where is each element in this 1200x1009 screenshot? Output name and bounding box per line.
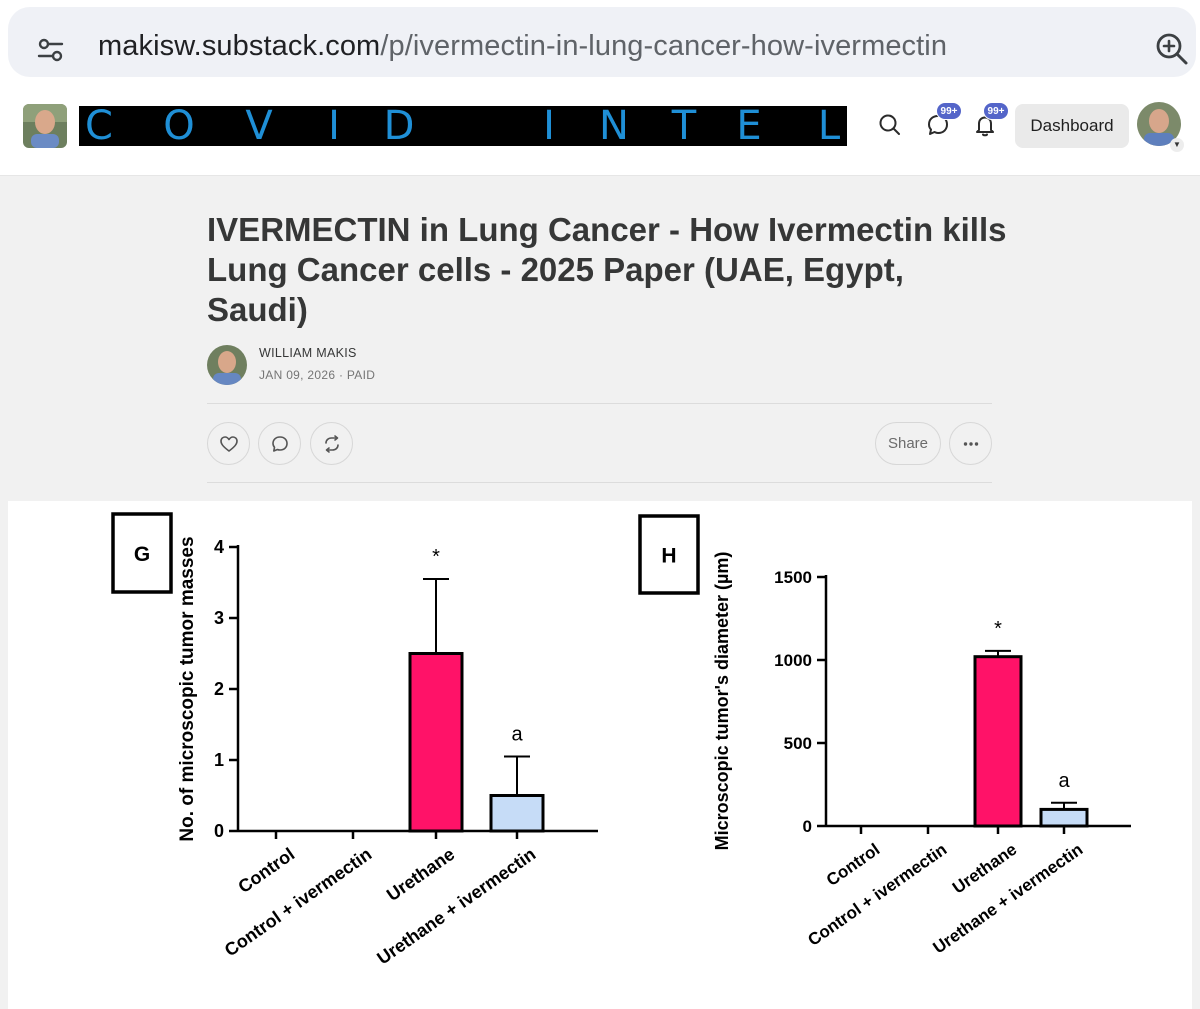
y-tick-label: 1 bbox=[214, 750, 224, 770]
logo-letter: I bbox=[328, 106, 340, 146]
figure-image: G 0 1 2 3 4 No. of microscopic tumor masses Con… bbox=[8, 501, 1192, 1009]
publication-avatar[interactable] bbox=[23, 104, 67, 148]
divider bbox=[207, 482, 992, 483]
y-tick-label: 0 bbox=[214, 821, 224, 841]
logo-letter: O bbox=[163, 106, 194, 146]
author-name[interactable]: WILLIAM MAKIS bbox=[259, 346, 357, 360]
logo-letter: T bbox=[671, 106, 697, 146]
logo-letter: E bbox=[736, 106, 761, 146]
logo-letter: I bbox=[543, 106, 555, 146]
user-avatar[interactable] bbox=[1137, 102, 1181, 146]
y-tick-label: 1000 bbox=[774, 651, 812, 670]
comment-button[interactable] bbox=[258, 422, 301, 465]
y-tick-label: 3 bbox=[214, 608, 224, 628]
x-tick-label: Control + ivermectin bbox=[221, 844, 375, 960]
more-horizontal-icon bbox=[963, 442, 979, 446]
author-avatar[interactable] bbox=[207, 345, 247, 385]
search-icon[interactable] bbox=[875, 110, 905, 140]
x-tick-label: Urethane bbox=[383, 844, 458, 905]
like-button[interactable] bbox=[207, 422, 250, 465]
significance-label: * bbox=[994, 618, 1002, 640]
y-axis-label: Microscopic tumor's diameter (µm) bbox=[712, 552, 732, 851]
bar-charts: G 0 1 2 3 4 No. of microscopic tumor masses Con… bbox=[111, 512, 1131, 969]
notifications-badge: 99+ bbox=[983, 102, 1009, 120]
y-tick-label: 4 bbox=[214, 537, 224, 557]
divider bbox=[207, 403, 992, 404]
post-title: IVERMECTIN in Lung Cancer - How Ivermect… bbox=[207, 211, 1007, 328]
x-tick-label: Urethane + ivermectin bbox=[373, 844, 539, 969]
restack-button[interactable] bbox=[310, 422, 353, 465]
url-text[interactable]: makisw.substack.com/p/ivermectin-in-lung… bbox=[98, 30, 947, 63]
chat-bubble-icon bbox=[928, 115, 948, 135]
more-button[interactable] bbox=[949, 422, 992, 465]
y-tick-label: 500 bbox=[784, 734, 812, 753]
chat-button[interactable]: 99+ bbox=[923, 102, 962, 140]
logo-letter: V bbox=[245, 106, 273, 146]
bar bbox=[973, 655, 1023, 828]
bar bbox=[1039, 807, 1089, 828]
heart-icon bbox=[220, 436, 238, 452]
chart-panel: G 0 1 2 3 4 No. of microscopic tumor masses Con… bbox=[111, 512, 598, 969]
zoom-in-icon[interactable] bbox=[1154, 31, 1190, 67]
url-host: makisw.substack.com bbox=[98, 30, 381, 62]
url-path: /p/ivermectin-in-lung-cancer-how-ivermec… bbox=[380, 30, 948, 62]
address-bar[interactable]: makisw.substack.com/p/ivermectin-in-lung… bbox=[8, 7, 1196, 77]
logo-letter: L bbox=[818, 106, 841, 146]
comment-icon bbox=[272, 436, 288, 452]
x-tick-label: Control bbox=[823, 840, 883, 890]
panel-label: G bbox=[134, 543, 150, 566]
chat-badge: 99+ bbox=[936, 102, 962, 120]
significance-label: * bbox=[432, 546, 440, 568]
panel-label: H bbox=[661, 545, 676, 568]
significance-label: a bbox=[1058, 770, 1070, 792]
bar bbox=[408, 652, 464, 833]
logo-letter: N bbox=[599, 106, 629, 146]
panel-label-box bbox=[111, 512, 173, 594]
bar bbox=[489, 794, 545, 833]
panel-label-box bbox=[638, 514, 700, 595]
share-button[interactable]: Share bbox=[875, 422, 941, 465]
y-axis-label: No. of microscopic tumor masses bbox=[177, 536, 198, 841]
logo-letter: D bbox=[384, 106, 415, 146]
tune-icon[interactable] bbox=[36, 35, 66, 65]
logo-letter: C bbox=[85, 106, 113, 146]
post-meta: JAN 09, 2026 · PAID bbox=[259, 368, 376, 382]
caret-down-icon[interactable]: ▼ bbox=[1170, 138, 1184, 152]
restack-icon bbox=[325, 435, 339, 453]
y-tick-label: 1500 bbox=[774, 568, 812, 587]
notifications-button[interactable]: 99+ bbox=[970, 102, 1009, 140]
x-tick-label: Control bbox=[234, 844, 298, 897]
significance-label: a bbox=[511, 723, 523, 745]
y-tick-label: 2 bbox=[214, 679, 224, 699]
browser-toolbar: makisw.substack.com/p/ivermectin-in-lung… bbox=[0, 0, 1200, 88]
dashboard-button[interactable]: Dashboard bbox=[1015, 104, 1129, 148]
chart-panel: H 0 500 1000 1500 Microscopic tumor's diamete… bbox=[638, 514, 1131, 957]
y-tick-label: 0 bbox=[803, 817, 812, 836]
